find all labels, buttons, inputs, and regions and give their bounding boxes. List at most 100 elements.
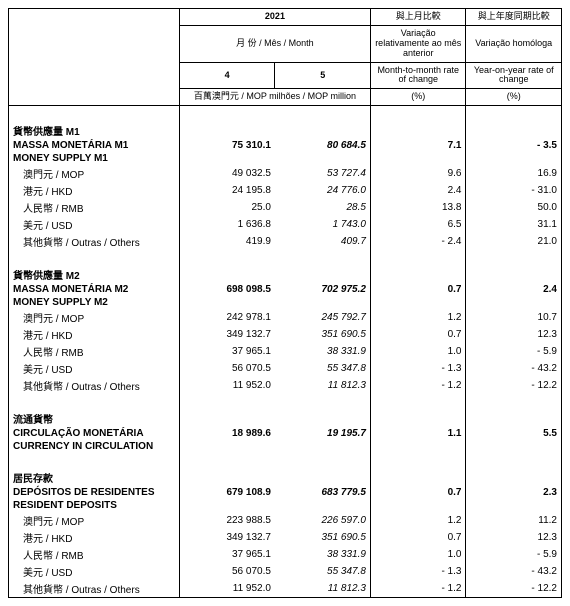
	[275, 466, 371, 486]
m1-row-label: 人民幣 / RMB	[9, 199, 180, 216]
m2-row-label: 澳門元 / MOP	[9, 309, 180, 326]
m1-row-v4: 25.0	[179, 199, 275, 216]
dep-row-yoy: 12.3	[466, 529, 562, 546]
dep-row-v5: 11 812.3	[275, 580, 371, 598]
	[466, 466, 562, 486]
	[275, 106, 371, 120]
header-pct2: (%)	[466, 89, 562, 106]
m2-row-mom: 1.0	[370, 343, 466, 360]
	[179, 407, 275, 427]
	[466, 440, 562, 453]
dep-row-v5: 55 347.8	[275, 563, 371, 580]
dep-row-label: 港元 / HKD	[9, 529, 180, 546]
m1-row-yoy: 31.1	[466, 216, 562, 233]
m2-v4: 698 098.5	[179, 283, 275, 296]
circ-title-en: CURRENCY IN CIRCULATION	[9, 440, 180, 453]
	[179, 119, 275, 139]
	[370, 119, 466, 139]
	[275, 407, 371, 427]
	[466, 119, 562, 139]
	[275, 263, 371, 283]
m2-row-v5: 38 331.9	[275, 343, 371, 360]
dep-row-v4: 37 965.1	[179, 546, 275, 563]
m2-title-zh: 貨幣供應量 M2	[9, 263, 180, 283]
	[179, 394, 275, 407]
m1-row-mom: 13.8	[370, 199, 466, 216]
m1-row-v4: 24 195.8	[179, 182, 275, 199]
	[179, 453, 275, 466]
circ-title-pt: CIRCULAÇÃO MONETÁRIA	[9, 427, 180, 440]
m2-row-yoy: - 5.9	[466, 343, 562, 360]
	[9, 250, 180, 263]
	[9, 106, 180, 120]
	[370, 440, 466, 453]
m2-row-mom: 0.7	[370, 326, 466, 343]
m1-row-v4: 419.9	[179, 233, 275, 250]
	[466, 296, 562, 309]
m2-row-v4: 56 070.5	[179, 360, 275, 377]
header-yoy-pt: Variação homóloga	[466, 25, 562, 62]
dep-row-mom: 0.7	[370, 529, 466, 546]
	[179, 499, 275, 512]
m2-row-label: 港元 / HKD	[9, 326, 180, 343]
m2-row-v5: 245 792.7	[275, 309, 371, 326]
	[466, 453, 562, 466]
m2-row-label: 美元 / USD	[9, 360, 180, 377]
dep-row-v4: 56 070.5	[179, 563, 275, 580]
circ-mom: 1.1	[370, 427, 466, 440]
dep-row-label: 澳門元 / MOP	[9, 512, 180, 529]
	[275, 119, 371, 139]
header-month4: 4	[179, 62, 275, 89]
m1-row-label: 美元 / USD	[9, 216, 180, 233]
	[179, 152, 275, 165]
dep-title-en: RESIDENT DEPOSITS	[9, 499, 180, 512]
	[275, 394, 371, 407]
m2-mom: 0.7	[370, 283, 466, 296]
m1-mom: 7.1	[370, 139, 466, 152]
	[466, 499, 562, 512]
m2-row-yoy: 12.3	[466, 326, 562, 343]
	[370, 453, 466, 466]
m2-row-yoy: 10.7	[466, 309, 562, 326]
	[9, 453, 180, 466]
dep-row-yoy: - 43.2	[466, 563, 562, 580]
header-month-label: 月 份 / Mês / Month	[179, 25, 370, 62]
m1-row-yoy: 16.9	[466, 165, 562, 182]
dep-row-label: 其他貨幣 / Outras / Others	[9, 580, 180, 598]
m2-row-v5: 351 690.5	[275, 326, 371, 343]
m1-row-mom: 9.6	[370, 165, 466, 182]
	[179, 296, 275, 309]
dep-row-v5: 351 690.5	[275, 529, 371, 546]
circ-v4: 18 989.6	[179, 427, 275, 440]
m2-title-pt: MASSA MONETÁRIA M2	[9, 283, 180, 296]
m1-yoy: - 3.5	[466, 139, 562, 152]
m2-row-v4: 37 965.1	[179, 343, 275, 360]
m2-row-v4: 349 132.7	[179, 326, 275, 343]
	[370, 394, 466, 407]
dep-title-pt: DEPÓSITOS DE RESIDENTES	[9, 486, 180, 499]
	[179, 250, 275, 263]
	[9, 394, 180, 407]
header-year: 2021	[179, 9, 370, 26]
dep-row-yoy: 11.2	[466, 512, 562, 529]
m1-title-pt: MASSA MONETÁRIA M1	[9, 139, 180, 152]
m1-row-v5: 24 776.0	[275, 182, 371, 199]
dep-row-v5: 38 331.9	[275, 546, 371, 563]
	[466, 407, 562, 427]
	[275, 296, 371, 309]
	[466, 250, 562, 263]
m2-row-v5: 55 347.8	[275, 360, 371, 377]
m1-row-v4: 49 032.5	[179, 165, 275, 182]
circ-v5: 19 195.7	[275, 427, 371, 440]
header-yoy-en: Year-on-year rate of change	[466, 62, 562, 89]
	[466, 106, 562, 120]
circ-yoy: 5.5	[466, 427, 562, 440]
dep-mom: 0.7	[370, 486, 466, 499]
m2-v5: 702 975.2	[275, 283, 371, 296]
dep-row-yoy: - 5.9	[466, 546, 562, 563]
	[370, 296, 466, 309]
dep-title-zh: 居民存款	[9, 466, 180, 486]
	[275, 250, 371, 263]
m2-row-mom: - 1.3	[370, 360, 466, 377]
m1-title-en: MONEY SUPPLY M1	[9, 152, 180, 165]
